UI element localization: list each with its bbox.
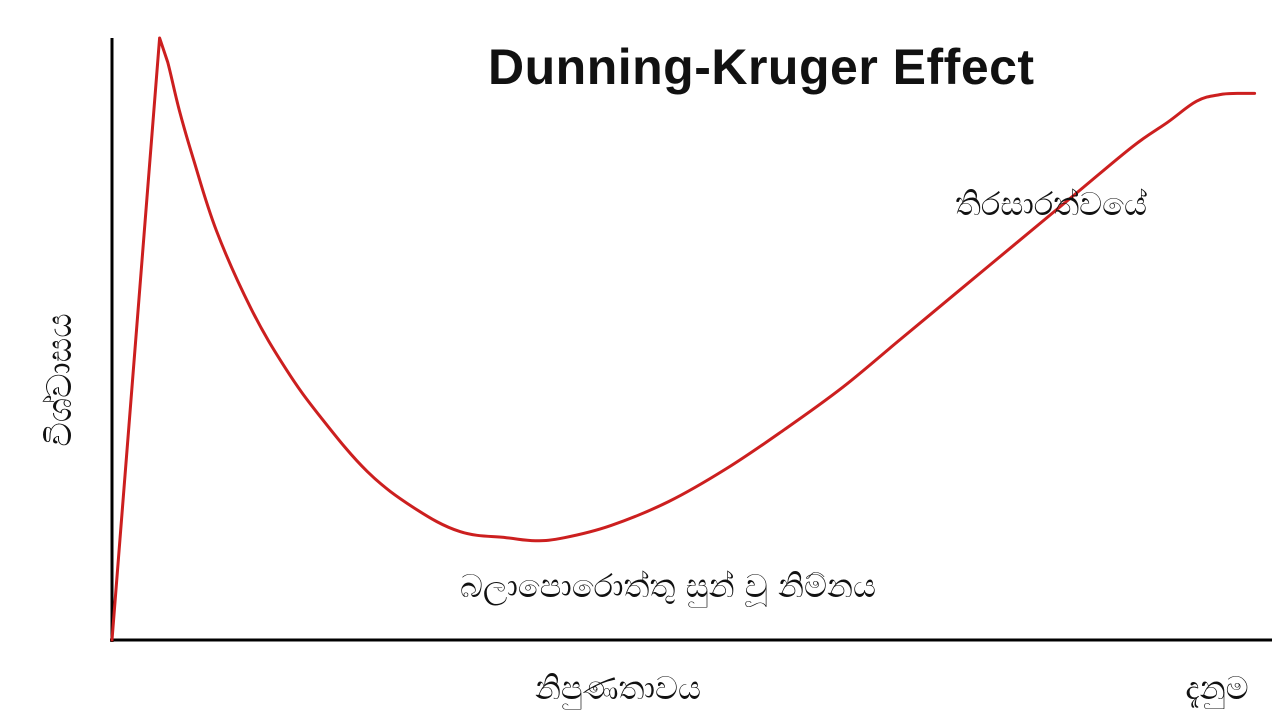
chart-title: Dunning-Kruger Effect xyxy=(488,39,1035,95)
x-axis-end-label: දැනුම xyxy=(1185,669,1249,707)
annotation-plateau: තිරසාරත්වයේ xyxy=(955,185,1147,223)
x-axis-label: නිපුණතාවය xyxy=(534,669,702,707)
series-line-confidence xyxy=(110,36,1257,642)
annotation-valley: බලාපොරොත්තු සුන් වූ නිම්නය xyxy=(460,567,876,605)
y-axis-label: විශ්වාසය xyxy=(40,313,80,447)
